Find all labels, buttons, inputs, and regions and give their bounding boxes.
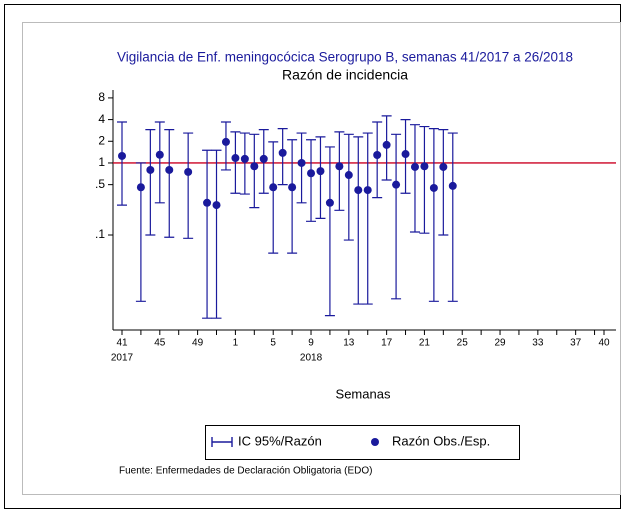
point [401,150,410,159]
point [269,183,278,192]
x-tick-label: 13 [343,338,355,349]
error-bar [343,133,354,241]
year-label: 2017 [111,353,134,364]
point [363,186,372,195]
error-bar [164,129,175,238]
error-bar [230,131,241,194]
x-axis-label: Semanas [336,386,391,401]
note: Fuente: Enfermedades de Declaración Obli… [119,466,372,477]
y-tick-label: 2 [98,133,105,147]
error-bar [353,136,364,305]
error-bar [419,125,430,234]
legend-label: IC 95%/Razón [238,433,322,448]
point [212,201,221,210]
point [307,169,316,178]
y-tick-label: 1 [98,155,105,169]
point [373,150,382,159]
point [250,162,259,171]
legend-marker [211,437,233,447]
legend-label: Razón Obs./Esp. [392,433,490,448]
chart-title: Vigilancia de Enf. meningocócica Serogru… [117,50,573,65]
x-tick-label: 37 [570,338,582,349]
point [240,154,249,163]
point [354,186,363,195]
error-bar [438,129,449,236]
point [146,165,155,174]
point [392,180,401,189]
error-bar [220,121,231,171]
x-tick-label: 33 [532,338,544,349]
x-tick-label: 40 [598,338,610,349]
point [221,137,230,146]
point [278,148,287,157]
x-tick-label: 41 [116,338,128,349]
point [297,158,306,167]
error-bar [249,133,260,209]
y-tick-label: 8 [98,90,105,104]
error-bar [447,132,458,302]
point [344,171,353,180]
error-bar [428,127,439,302]
point [316,167,325,176]
error-bar [372,121,383,199]
point [288,183,297,192]
point [203,198,212,207]
error-bar [334,131,345,211]
y-tick-label: 4 [98,112,105,126]
x-tick-label: 17 [381,338,393,349]
y-tick-label: .5 [95,177,105,191]
error-bar [362,132,373,305]
x-tick-label: 49 [192,338,204,349]
y-tick-label: .1 [95,227,105,241]
legend-marker [371,438,379,446]
error-bar [154,121,165,204]
point [439,162,448,171]
error-bar [268,141,279,254]
point [410,162,419,171]
point [259,154,268,163]
point [136,183,145,192]
x-tick-label: 5 [270,338,276,349]
error-bar [117,121,127,206]
point [155,150,164,159]
point [335,162,344,171]
x-tick-label: 21 [419,338,431,349]
year-label: 2018 [300,353,323,364]
error-bar [202,149,213,319]
x-tick-label: 45 [154,338,166,349]
error-bar [409,124,420,233]
error-bar [287,139,298,254]
point [420,162,429,171]
point [118,151,126,160]
x-tick-label: 29 [494,338,506,349]
legend-box [205,425,520,460]
error-bar [183,132,194,239]
point [231,154,240,163]
point [325,198,334,207]
point [382,140,391,149]
point [448,181,457,190]
x-tick-label: 9 [308,338,314,349]
outer-frame [4,4,621,509]
x-tick-label: 1 [233,338,239,349]
point [165,165,174,174]
error-bar [315,136,326,219]
error-bar [391,133,402,300]
x-tick-label: 25 [457,338,469,349]
error-bar [306,139,317,222]
error-bar [239,132,250,195]
error-bar [211,149,222,319]
error-bar [145,129,156,236]
plot-region [22,22,621,495]
point [429,183,438,192]
error-bar [296,132,307,204]
error-bar [324,146,335,317]
point [184,167,193,176]
chart-subtitle: Razón de incidencia [282,67,408,83]
